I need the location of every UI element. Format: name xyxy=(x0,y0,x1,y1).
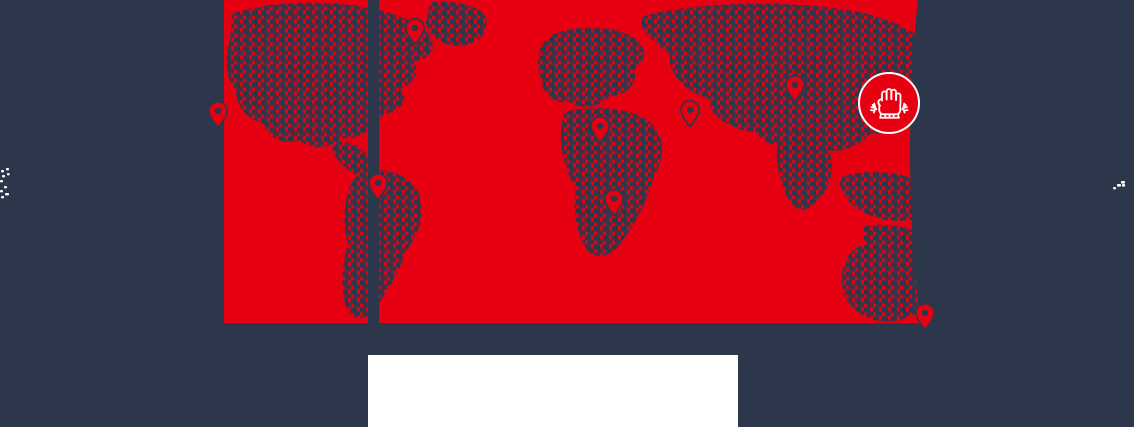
map-pin-central-asia[interactable] xyxy=(785,75,805,102)
edge-notch-right xyxy=(1113,181,1125,190)
map-pin-north-america[interactable] xyxy=(405,18,425,45)
page-title: Global Solidarity Map xyxy=(0,21,1,22)
island-speckles-left xyxy=(0,168,10,199)
content-card-label xyxy=(368,355,369,356)
raised-fist-icon xyxy=(869,88,909,119)
map-pin-oceania[interactable] xyxy=(915,303,935,330)
map-vertical-gutter xyxy=(368,0,379,323)
content-card[interactable] xyxy=(368,355,738,427)
map-dot-texture xyxy=(226,1,940,322)
map-pin-middle-east[interactable] xyxy=(680,100,700,127)
map-pin-europe[interactable] xyxy=(590,116,610,143)
world-map-panel[interactable] xyxy=(224,0,940,323)
map-pin-south-america[interactable] xyxy=(368,173,388,200)
raised-fist-badge[interactable] xyxy=(858,72,920,134)
map-right-curved-mask xyxy=(910,0,940,323)
map-pin-africa[interactable] xyxy=(604,189,624,216)
map-pin-west-america[interactable] xyxy=(208,101,228,128)
